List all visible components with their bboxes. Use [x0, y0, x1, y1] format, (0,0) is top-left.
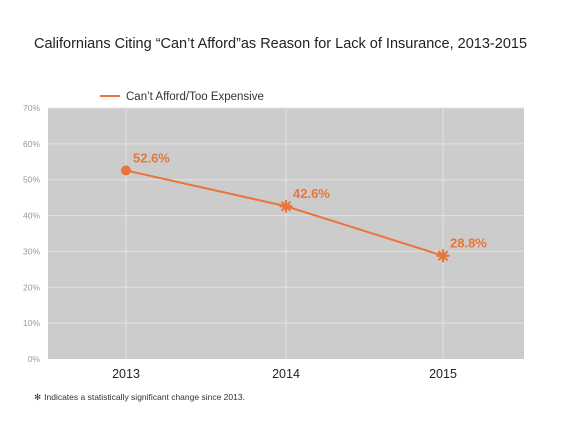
y-tick-label: 70%: [23, 103, 40, 113]
data-point-asterisk: [279, 199, 293, 213]
asterisk-icon: ✻: [34, 392, 42, 402]
x-tick-label: 2015: [429, 367, 457, 381]
y-tick-label: 0%: [28, 354, 41, 364]
data-label: 42.6%: [293, 186, 330, 201]
legend-label: Can’t Afford/Too Expensive: [126, 91, 264, 103]
gridlines: [48, 107, 524, 359]
chart-title: Californians Citing “Can’t Afford”as Rea…: [34, 36, 528, 52]
y-tick-label: 30%: [23, 246, 40, 256]
y-axis: 0% 10% 20% 30% 40% 50% 60% 70%: [23, 103, 40, 364]
y-tick-label: 10%: [23, 318, 40, 328]
footnote-text: Indicates a statistically significant ch…: [44, 392, 245, 402]
y-tick-label: 60%: [23, 139, 40, 149]
data-label: 28.8%: [450, 236, 487, 251]
y-tick-label: 40%: [23, 211, 40, 221]
data-point-circle: [121, 165, 131, 176]
data-label: 52.6%: [133, 150, 170, 165]
x-tick-label: 2013: [112, 367, 140, 381]
footnote: ✻ Indicates a statistically significant c…: [34, 392, 245, 403]
y-tick-label: 50%: [23, 175, 40, 185]
x-tick-label: 2014: [272, 367, 300, 381]
data-point-asterisk: [436, 249, 450, 263]
y-tick-label: 20%: [23, 282, 40, 292]
series-can-t-afford: 52.6% 42.6% 28.8%: [121, 150, 487, 263]
x-axis: 2013 2014 2015: [112, 367, 457, 381]
legend: Can’t Afford/Too Expensive: [100, 91, 264, 103]
